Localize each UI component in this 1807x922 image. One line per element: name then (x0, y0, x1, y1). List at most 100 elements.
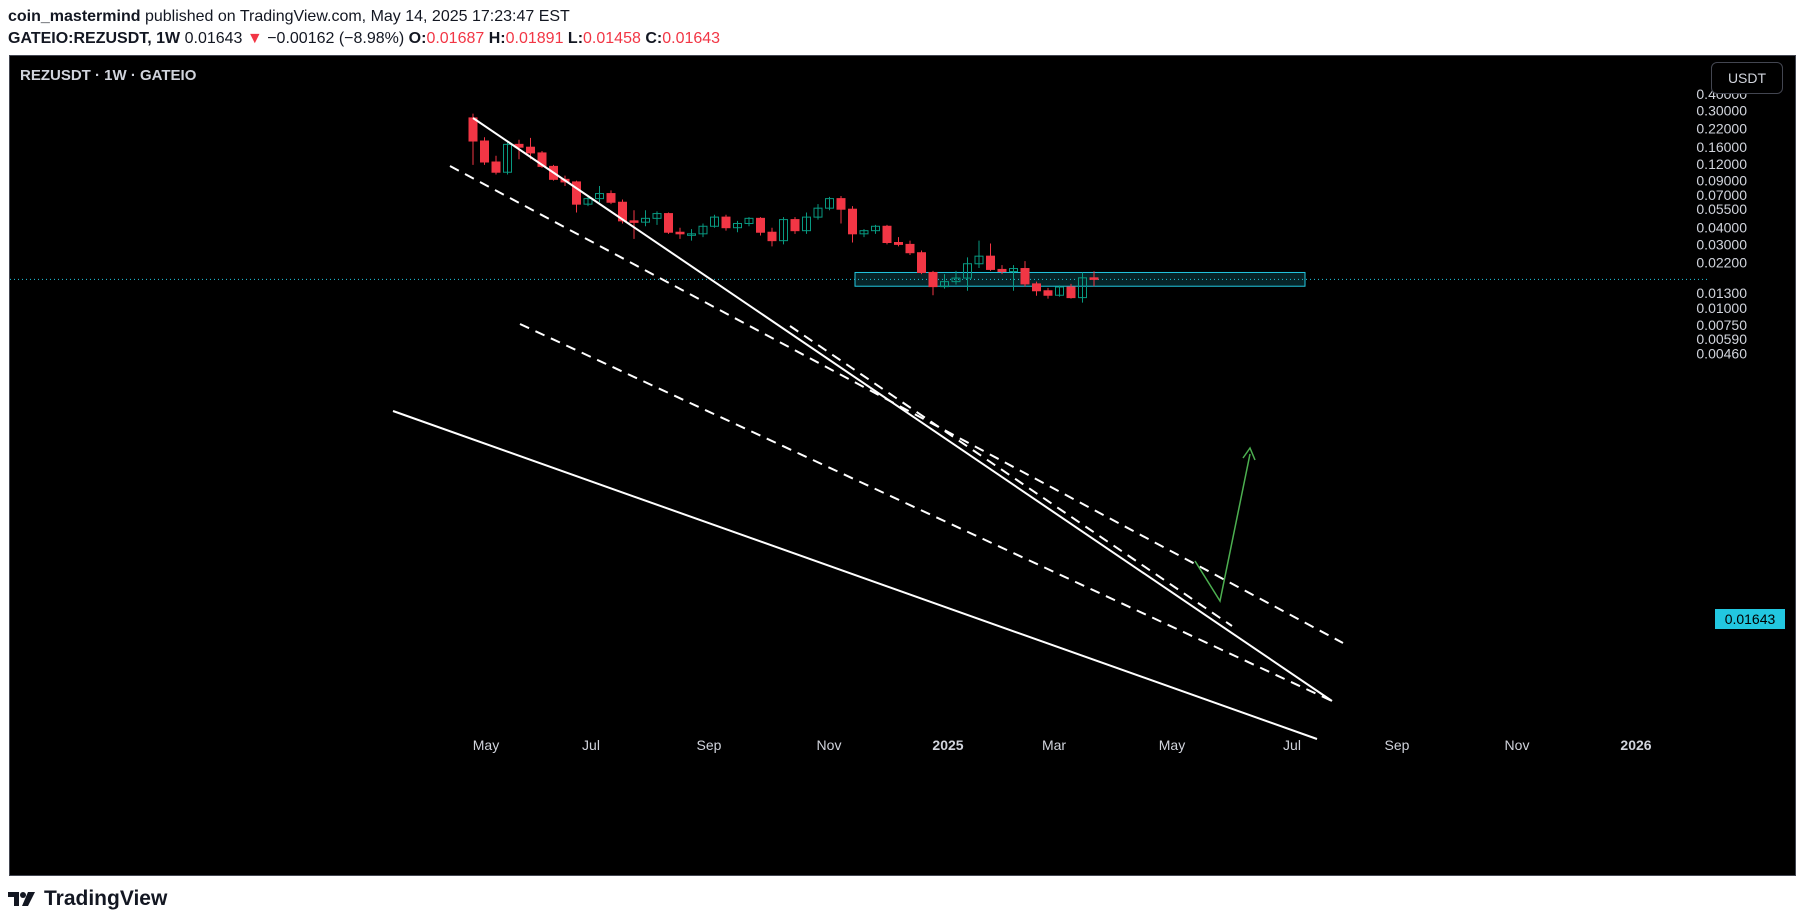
candle-body[interactable] (652, 213, 662, 219)
candle-body[interactable] (744, 217, 754, 225)
last-value: 0.01643 (184, 30, 243, 47)
chart-legend[interactable]: REZUSDT · 1W · GATEIO (20, 67, 197, 84)
candle-body[interactable] (1032, 283, 1041, 292)
chart-frame[interactable]: May Jul Sep Nov 2025 Mar May Jul Sep Nov 2026 0.40… (9, 55, 1796, 876)
candle-body[interactable] (641, 217, 650, 223)
projection-arrow-path[interactable] (1194, 453, 1251, 603)
candle-body[interactable] (974, 255, 984, 265)
candle-body[interactable] (905, 243, 915, 254)
candle-body[interactable] (928, 271, 938, 288)
low-label: L: (567, 30, 584, 47)
y-tick-label: 0.00750 (1696, 317, 1747, 333)
trendline-lower-solid[interactable] (392, 410, 1318, 740)
projection-arrowhead (1242, 446, 1256, 461)
candle-body[interactable] (986, 255, 995, 270)
x-tick-label: Sep (697, 737, 722, 753)
candle-body[interactable] (687, 233, 696, 236)
low-value: 0.01458 (583, 30, 641, 47)
support-zone[interactable] (854, 271, 1306, 287)
candle-body[interactable] (583, 198, 593, 205)
y-tick-label: 0.04000 (1696, 220, 1747, 236)
ohlc-line: GATEIO:REZUSDT, 1W 0.01643 ▼ −0.00162 (−… (8, 28, 720, 50)
y-tick-label: 0.00590 (1696, 331, 1747, 347)
candle-body[interactable] (894, 242, 903, 245)
candle-body[interactable] (756, 217, 765, 233)
candle-body[interactable] (1066, 286, 1076, 299)
close-value: 0.01643 (662, 30, 721, 47)
high-value: 0.01891 (505, 30, 564, 47)
footer-brand[interactable]: TradingView (8, 884, 167, 914)
candle-body[interactable] (1055, 286, 1064, 296)
y-tick-label: 0.09000 (1696, 173, 1747, 189)
candle-body[interactable] (813, 207, 823, 218)
candle-body[interactable] (767, 231, 777, 242)
y-tick-label: 0.05500 (1696, 201, 1747, 217)
candle-body[interactable] (721, 216, 731, 229)
candle-body[interactable] (963, 263, 972, 279)
trendline-drawings[interactable] (392, 117, 1344, 740)
x-tick-label: 2026 (1620, 737, 1651, 753)
close-label: C: (645, 30, 663, 47)
x-tick-label: 2025 (932, 737, 963, 753)
candle-body[interactable] (951, 277, 961, 283)
chart-canvas[interactable]: May Jul Sep Nov 2025 Mar May Jul Sep Nov 2026 0.40… (10, 56, 1795, 875)
high-label: H: (488, 30, 506, 47)
y-tick-label: 0.01300 (1696, 285, 1747, 301)
candle-body[interactable] (595, 193, 604, 200)
candle-body[interactable] (618, 201, 627, 222)
candle-body[interactable] (859, 230, 869, 235)
candle-body[interactable] (1020, 268, 1030, 285)
x-tick-label: Nov (817, 737, 842, 753)
candle-body[interactable] (503, 143, 512, 173)
candle-body[interactable] (1078, 277, 1087, 299)
candle-body[interactable] (1009, 268, 1018, 273)
candle-body[interactable] (940, 281, 949, 288)
y-tick-label: 0.07000 (1696, 187, 1747, 203)
candle-body[interactable] (1089, 277, 1099, 280)
tradingview-wordmark: TradingView (44, 887, 168, 910)
x-tick-label: Jul (582, 737, 600, 753)
y-tick-label: 0.16000 (1696, 139, 1747, 155)
candle-body[interactable] (664, 213, 673, 233)
candle-body[interactable] (526, 146, 535, 154)
tradingview-logo-icon (8, 892, 35, 906)
y-tick-label: 0.22000 (1696, 121, 1747, 137)
candle-body[interactable] (848, 208, 857, 235)
author-name[interactable]: coin_mastermind (8, 8, 141, 25)
candle-body[interactable] (882, 225, 892, 244)
x-tick-label: Jul (1283, 737, 1301, 753)
symbol-label: GATEIO:REZUSDT, 1W (8, 30, 181, 47)
candle-body[interactable] (572, 181, 581, 205)
x-tick-label: Mar (1042, 737, 1066, 753)
candle-body[interactable] (480, 140, 489, 163)
x-tick-label: May (473, 737, 499, 753)
candle-body[interactable] (537, 152, 547, 167)
y-tick-label: 0.01000 (1696, 300, 1747, 316)
trendline-dashed-secondary[interactable] (789, 325, 1233, 627)
x-tick-label: Sep (1385, 737, 1410, 753)
candle-body[interactable] (710, 216, 719, 227)
trendline-dashed-middle[interactable] (519, 323, 1333, 702)
candle-body[interactable] (629, 220, 639, 223)
down-arrow-icon: ▼ (246, 30, 263, 47)
candle-body[interactable] (871, 225, 880, 232)
candle-body[interactable] (917, 252, 926, 273)
candle-body[interactable] (779, 219, 788, 242)
candle-body[interactable] (836, 198, 846, 210)
open-value: 0.01687 (426, 30, 485, 47)
candle-body[interactable] (698, 225, 708, 235)
candle-body[interactable] (675, 231, 685, 235)
candle-body[interactable] (468, 117, 478, 142)
candle-body[interactable] (790, 219, 800, 232)
candle-body[interactable] (825, 198, 834, 209)
candle-body[interactable] (802, 216, 811, 232)
x-tick-label: May (1159, 737, 1185, 753)
candle-body[interactable] (1043, 290, 1053, 296)
y-tick-label: 0.03000 (1696, 236, 1747, 252)
candle-body[interactable] (997, 268, 1007, 273)
trendline-upper-solid[interactable] (472, 117, 1333, 702)
candle-body[interactable] (606, 193, 616, 203)
candle-body[interactable] (491, 161, 501, 173)
currency-button[interactable]: USDT (1711, 62, 1783, 94)
candle-body[interactable] (733, 223, 742, 229)
